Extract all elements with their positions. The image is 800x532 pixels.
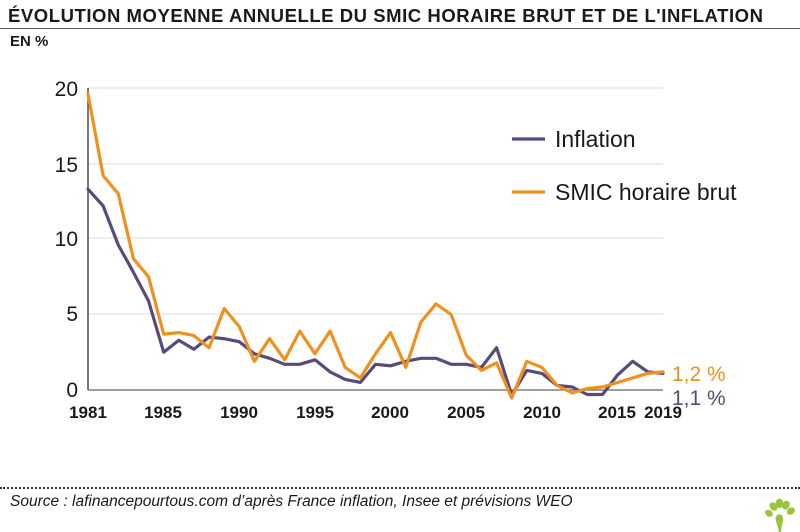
svg-text:1985: 1985 bbox=[144, 403, 182, 422]
svg-text:2005: 2005 bbox=[447, 403, 485, 422]
svg-text:2010: 2010 bbox=[523, 403, 561, 422]
svg-text:1,2 %: 1,2 % bbox=[672, 363, 726, 386]
svg-text:2015: 2015 bbox=[598, 403, 636, 422]
svg-text:1,1 %: 1,1 % bbox=[672, 387, 726, 410]
svg-text:0: 0 bbox=[66, 379, 78, 402]
svg-text:20: 20 bbox=[55, 78, 78, 101]
svg-text:10: 10 bbox=[55, 228, 78, 251]
svg-text:2000: 2000 bbox=[371, 403, 409, 422]
svg-text:1995: 1995 bbox=[296, 403, 334, 422]
svg-text:5: 5 bbox=[66, 303, 78, 326]
svg-text:1981: 1981 bbox=[69, 403, 107, 422]
svg-text:1990: 1990 bbox=[220, 403, 258, 422]
svg-text:Inflation: Inflation bbox=[555, 126, 636, 152]
svg-text:15: 15 bbox=[55, 154, 78, 177]
svg-text:SMIC horaire brut: SMIC horaire brut bbox=[555, 179, 737, 205]
